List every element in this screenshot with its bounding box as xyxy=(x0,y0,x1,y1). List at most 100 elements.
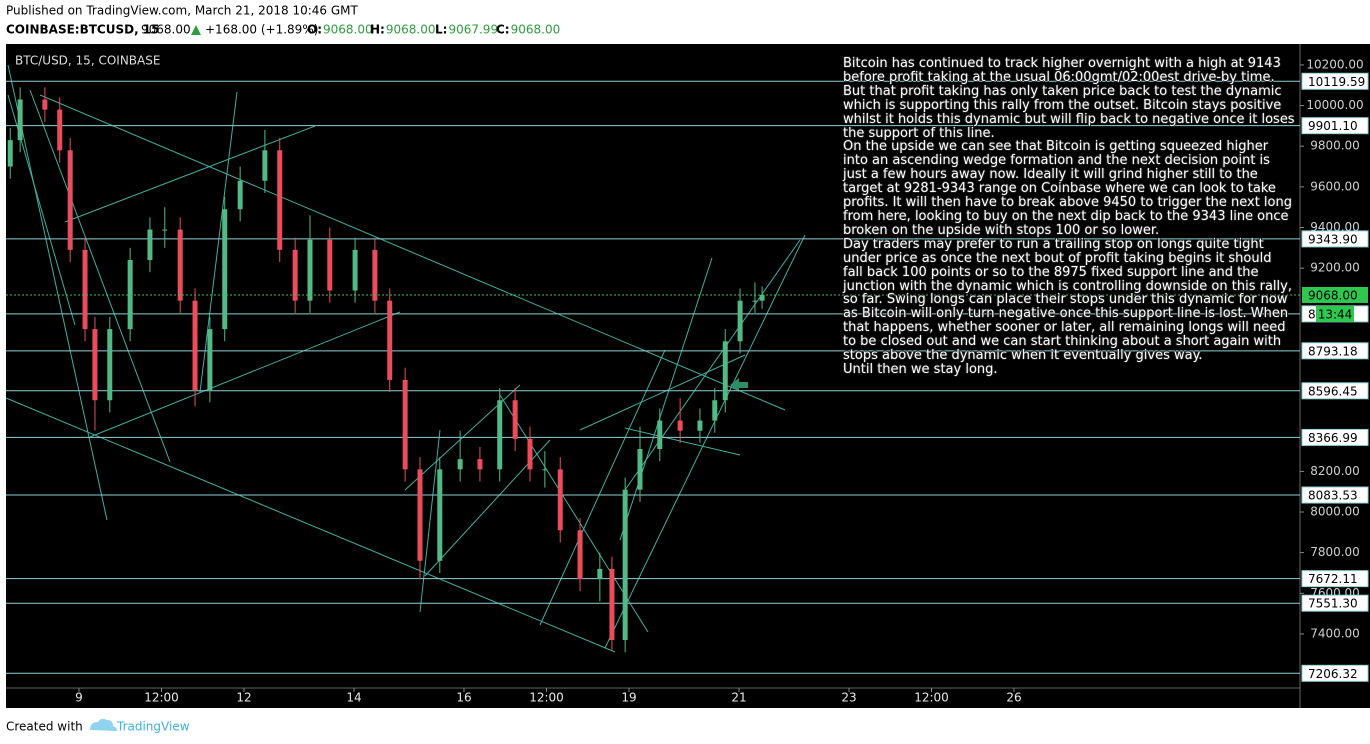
candle-body xyxy=(307,239,313,301)
up-arrow xyxy=(191,25,201,35)
x-tick-label: 9 xyxy=(75,691,83,705)
candle-body xyxy=(17,99,23,141)
candle-body xyxy=(512,400,518,439)
countdown: 13:44 xyxy=(1318,307,1353,321)
y-tick-label: 9200.00 xyxy=(1310,261,1360,275)
level-label-box xyxy=(1301,664,1369,682)
ohlc-value: 9068.00 xyxy=(511,23,561,37)
candle-body xyxy=(237,180,243,210)
x-tick-label: 12:00 xyxy=(144,691,179,705)
published-line: Published on TradingView.com, March 21, … xyxy=(6,4,359,18)
trend-line xyxy=(624,239,801,491)
trend-line xyxy=(604,234,806,649)
x-tick-label: 12 xyxy=(236,691,251,705)
candle-body xyxy=(222,209,228,330)
candle-body xyxy=(262,150,268,181)
candle-body xyxy=(387,300,393,380)
y-tick-label: 7800.00 xyxy=(1310,545,1360,559)
y-tick-label: 9800.00 xyxy=(1310,139,1360,153)
candle-body xyxy=(759,294,765,301)
candle-body xyxy=(597,568,603,580)
level-label-box xyxy=(1301,594,1369,612)
footer-text: Created with xyxy=(6,720,83,734)
x-tick-label: 16 xyxy=(456,691,471,705)
y-tick-label: 10000.00 xyxy=(1306,98,1363,112)
x-tick-label: 12:00 xyxy=(529,691,564,705)
y-tick-label: 9600.00 xyxy=(1310,179,1360,193)
candle-body xyxy=(637,449,643,490)
chart-title: BTC/USD, 15, COINBASE xyxy=(15,54,160,68)
level-label: 7672.11 xyxy=(1308,572,1358,586)
level-label: 7551.30 xyxy=(1308,597,1358,611)
candle-body xyxy=(609,568,615,641)
candle-body xyxy=(82,249,88,330)
level-label: 8366.99 xyxy=(1308,431,1358,445)
last-price-label: 9068.00 xyxy=(1308,288,1358,302)
plot-area xyxy=(6,44,1300,688)
candle-body xyxy=(577,530,583,580)
ohlc-value: 9068.00 xyxy=(386,23,436,37)
candle-body xyxy=(162,229,168,231)
x-tick-label: 21 xyxy=(731,691,746,705)
level-label-box xyxy=(1301,342,1369,360)
candle-body xyxy=(657,420,663,450)
y-tick-label: 7400.00 xyxy=(1310,626,1360,640)
y-tick-label: 10200.00 xyxy=(1306,57,1363,71)
trend-line xyxy=(619,257,713,541)
level-label: 9901.10 xyxy=(1308,119,1358,133)
annotation-paragraph: On the upside we can see that Bitcoin is… xyxy=(843,139,1292,238)
candle-body xyxy=(527,438,533,470)
ohlc-key: O: xyxy=(307,23,322,37)
candle-body xyxy=(417,469,423,561)
trend-line xyxy=(89,311,401,438)
level-label-box xyxy=(1301,428,1369,446)
candle-body xyxy=(497,400,503,470)
footer-brand[interactable]: TradingView xyxy=(116,720,190,734)
change: +168.00 (+1.89%) xyxy=(205,23,318,37)
candle-body xyxy=(697,420,703,431)
level-label-box xyxy=(1301,570,1369,588)
trend-line xyxy=(29,89,171,463)
candle-body xyxy=(622,489,628,641)
countdown-box xyxy=(1316,305,1354,322)
trend-line xyxy=(579,354,746,431)
marker-arrow xyxy=(730,378,748,392)
level-label: 9343.90 xyxy=(1308,232,1358,246)
annotation-paragraph: Until then we stay long. xyxy=(843,361,998,377)
trend-line xyxy=(64,125,316,223)
candle-body xyxy=(712,400,718,421)
x-tick-label: 12:00 xyxy=(914,691,949,705)
x-tick-label: 26 xyxy=(1006,691,1021,705)
level-label-box xyxy=(1301,230,1369,248)
annotation-paragraph: Day traders may prefer to run a trailing… xyxy=(843,236,1292,364)
candle-body xyxy=(42,99,48,110)
candle-body xyxy=(557,469,563,531)
y-tick-label: 8200.00 xyxy=(1310,464,1360,478)
candle-body xyxy=(457,459,463,470)
candle-body xyxy=(207,329,213,391)
ohlc-value: 9068.00 xyxy=(323,23,373,37)
trend-line xyxy=(419,429,441,613)
level-label: 8793.18 xyxy=(1308,344,1358,358)
candle-body xyxy=(177,229,183,301)
logo xyxy=(90,718,117,731)
time-axis xyxy=(6,688,1300,708)
trend-line xyxy=(7,64,108,521)
annotation-paragraph: Bitcoin has continued to track higher ov… xyxy=(843,56,1295,141)
trend-line xyxy=(199,91,238,393)
candle-body xyxy=(92,329,98,401)
candle-body xyxy=(737,300,743,342)
symbol: COINBASE:BTCUSD, 15 xyxy=(6,23,160,37)
x-tick-label: 23 xyxy=(841,691,856,705)
trend-line xyxy=(539,349,666,626)
trend-line xyxy=(39,94,786,411)
candle-body xyxy=(7,140,13,167)
candle-body xyxy=(752,300,758,302)
y-tick-label: 8000.00 xyxy=(1310,505,1360,519)
candle-body xyxy=(542,469,548,471)
ohlc-row: O: 9068.00H: 9068.00 L: 9067.99C: 9068.00 xyxy=(307,23,560,37)
level-label-box xyxy=(1301,382,1369,400)
candle-body xyxy=(437,469,443,561)
